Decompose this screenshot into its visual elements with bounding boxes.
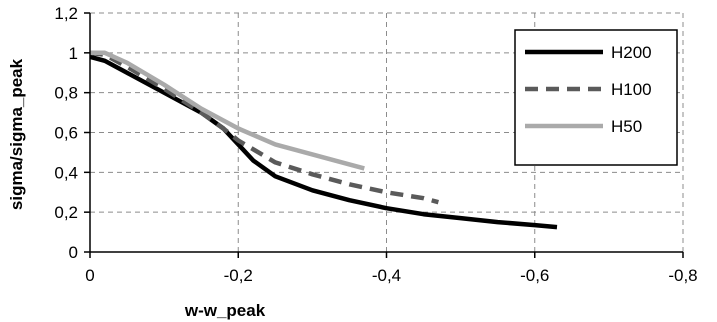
axes [84,12,684,258]
x-axis-title: w-w_peak [184,301,266,320]
y-tick-label: 0,2 [54,203,78,222]
legend-label-h200: H200 [611,43,652,62]
y-axis-title: sigma/sigma_peak [7,58,26,210]
series-line-h100 [89,50,439,205]
legend: H200 H100 H50 [514,29,678,166]
x-tick-label: 0 [85,266,94,285]
y-tick-label: 0,8 [54,84,78,103]
x-tick-label: -0,8 [668,266,697,285]
y-tick-label: 0,6 [54,124,78,143]
x-tick-label: -0,6 [520,266,549,285]
series-lines [89,50,558,230]
legend-label-h100: H100 [611,80,652,99]
y-tick-label: 1,2 [54,4,78,23]
y-tick-label: 1 [69,44,78,63]
x-tick-label: -0,2 [224,266,253,285]
series-line-h200 [89,54,558,230]
tick-labels: 0 0,2 0,4 0,6 0,8 1 1,2 0 -0,2 -0,4 -0,6 -0,8 [54,4,697,285]
x-tick-label: -0,4 [372,266,401,285]
y-tick-label: 0 [69,243,78,262]
y-tick-label: 0,4 [54,163,78,182]
series-line-h50 [90,50,365,171]
legend-label-h50: H50 [611,117,642,136]
